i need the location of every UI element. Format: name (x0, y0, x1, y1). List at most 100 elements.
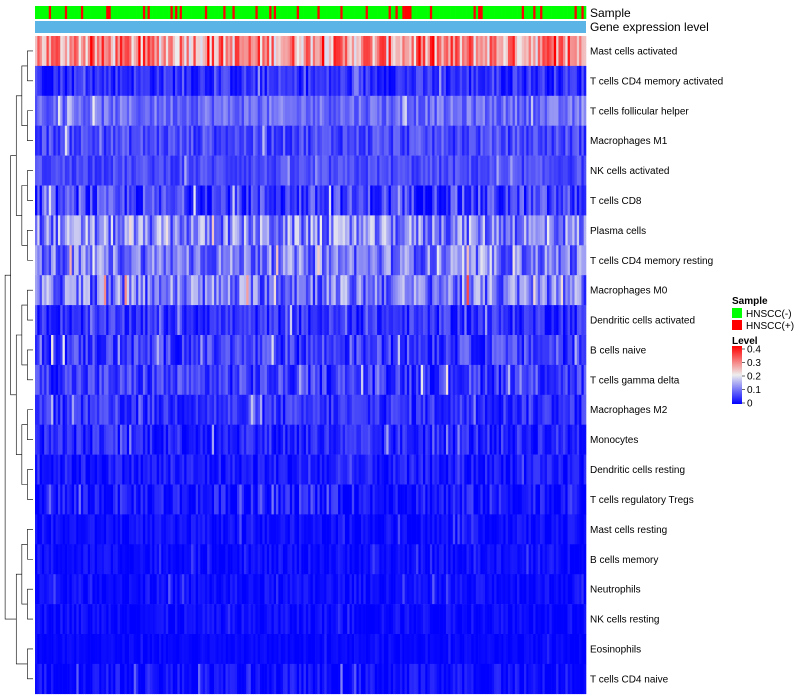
heatmap-cell (113, 65, 116, 97)
heatmap-cell (177, 454, 180, 485)
heatmap-cell (60, 215, 63, 246)
heatmap-cell (152, 454, 155, 485)
heatmap-cell (209, 185, 213, 216)
heatmap-cell (466, 574, 470, 605)
sample-annotation-cell (119, 6, 123, 19)
heatmap-cell (478, 95, 481, 126)
heatmap-cell (530, 574, 534, 605)
heatmap-cell (179, 305, 183, 336)
heatmap-cell (227, 305, 231, 336)
heatmap-cell (344, 484, 348, 515)
heatmap-cell (276, 454, 279, 485)
heatmap-cell (119, 544, 123, 575)
heatmap-cell (253, 215, 256, 246)
heatmap-cell (257, 574, 261, 605)
heatmap-cell (507, 65, 511, 97)
heatmap-cell (74, 215, 77, 246)
heatmap-cell (282, 484, 286, 515)
heatmap-cell (193, 364, 197, 396)
heatmap-cell (220, 394, 224, 425)
heatmap-cell (478, 275, 481, 306)
heatmap-cell (41, 65, 45, 97)
heatmap-cell (429, 155, 433, 186)
heatmap-cell (255, 424, 258, 455)
heatmap-cell (319, 394, 323, 425)
heatmap-cell (110, 275, 114, 306)
heatmap-cell (411, 245, 415, 276)
heatmap-cell (246, 95, 249, 126)
heatmap-cell (255, 364, 258, 396)
heatmap-cell (246, 305, 249, 336)
heatmap-cell (78, 604, 82, 635)
heatmap-cell (177, 574, 180, 605)
heatmap-cell (266, 364, 270, 396)
heatmap-cell (131, 275, 135, 306)
heatmap-cell (133, 335, 137, 366)
heatmap-cell (282, 215, 286, 246)
heatmap-cell (418, 215, 421, 246)
heatmap-cell (51, 454, 54, 485)
heatmap-cell (340, 305, 343, 336)
heatmap-cell (556, 544, 559, 575)
heatmap-cell (372, 275, 376, 306)
heatmap-cell (390, 424, 394, 455)
heatmap-cell (484, 424, 488, 455)
heatmap-cell (381, 65, 385, 97)
heatmap-cell (544, 155, 548, 186)
heatmap-cell (138, 65, 141, 97)
heatmap-cell (232, 454, 236, 485)
heatmap-cell (239, 454, 242, 485)
heatmap-cell (237, 514, 240, 545)
sample-annotation-cell (230, 6, 233, 19)
heatmap-cell (507, 95, 511, 126)
heatmap-cell (551, 544, 555, 575)
heatmap-cell (510, 36, 513, 67)
heatmap-cell (331, 454, 334, 485)
heatmap-cell (308, 305, 311, 336)
heatmap-cell (248, 454, 252, 485)
heatmap-cell (172, 245, 176, 276)
heatmap-cell (76, 155, 79, 186)
heatmap-cell (420, 544, 424, 575)
heatmap-cell (514, 454, 518, 485)
heatmap-cell (455, 454, 458, 485)
heatmap-cell (234, 454, 238, 485)
heatmap-cell (377, 484, 380, 515)
heatmap-cell (315, 574, 318, 605)
heatmap-cell (156, 574, 160, 605)
heatmap-cell (71, 185, 75, 216)
heatmap-cell (349, 454, 353, 485)
heatmap-cell (563, 335, 566, 366)
heatmap-cell (273, 155, 277, 186)
heatmap-cell (478, 185, 481, 216)
sample-annotation-cell (448, 6, 451, 19)
heatmap-cell (468, 454, 472, 485)
heatmap-cell (494, 125, 497, 156)
heatmap-cell (496, 245, 500, 276)
heatmap-cell (581, 95, 585, 126)
sample-annotation-cell (494, 6, 497, 19)
heatmap-cell (328, 604, 332, 635)
heatmap-cell (193, 275, 197, 306)
heatmap-cell (46, 36, 50, 67)
heatmap-cell (87, 424, 91, 455)
heatmap-cell (175, 574, 178, 605)
heatmap-cell (218, 65, 222, 97)
heatmap-cell (331, 125, 334, 156)
heatmap-cell (450, 484, 454, 515)
heatmap-cell (347, 574, 350, 605)
heatmap-cell (179, 36, 183, 67)
heatmap-cell (354, 484, 357, 515)
heatmap-cell (220, 514, 224, 545)
heatmap-cell (358, 335, 362, 366)
heatmap-cell (434, 574, 438, 605)
heatmap-cell (319, 514, 323, 545)
heatmap-cell (328, 65, 332, 97)
heatmap-cell (209, 454, 213, 485)
heatmap-cell (140, 36, 144, 67)
heatmap-cell (397, 245, 401, 276)
heatmap-cell (101, 604, 105, 635)
heatmap-cell (445, 394, 449, 425)
heatmap-cell (259, 215, 263, 246)
heatmap-cell (404, 484, 408, 515)
